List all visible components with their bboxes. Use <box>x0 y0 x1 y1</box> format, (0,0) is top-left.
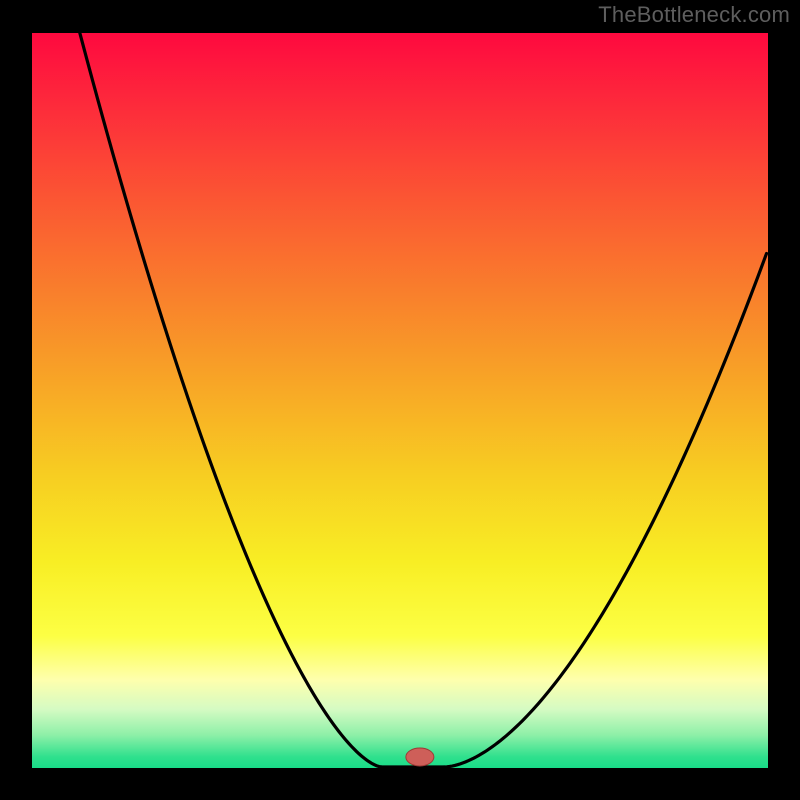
chart-container: TheBottleneck.com <box>0 0 800 800</box>
apex-marker <box>406 748 434 766</box>
plot-background <box>32 33 768 768</box>
chart-svg <box>0 0 800 800</box>
watermark-text: TheBottleneck.com <box>598 2 790 28</box>
